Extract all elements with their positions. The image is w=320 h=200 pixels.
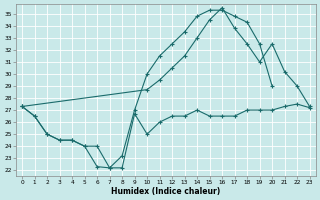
X-axis label: Humidex (Indice chaleur): Humidex (Indice chaleur) bbox=[111, 187, 220, 196]
